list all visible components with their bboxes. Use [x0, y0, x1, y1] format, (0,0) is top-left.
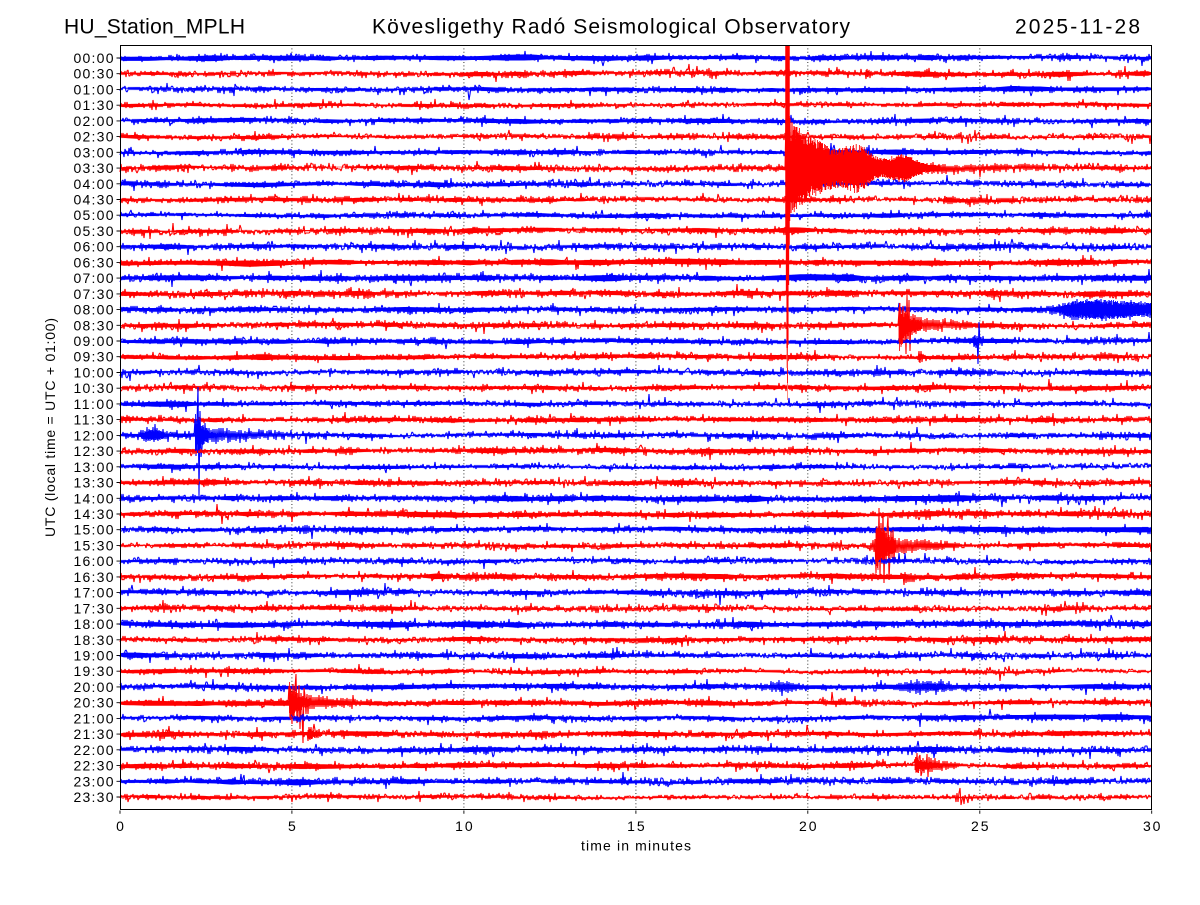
svg-text:11:30: 11:30	[74, 412, 114, 428]
svg-text:23:30: 23:30	[74, 789, 114, 805]
svg-text:09:00: 09:00	[74, 333, 114, 349]
svg-text:09:30: 09:30	[74, 349, 114, 365]
svg-text:01:00: 01:00	[74, 81, 114, 97]
svg-text:time in minutes: time in minutes	[581, 838, 691, 854]
svg-text:UTC (local time = UTC + 01:00): UTC (local time = UTC + 01:00)	[42, 318, 58, 537]
svg-text:06:00: 06:00	[74, 239, 114, 255]
svg-text:20:30: 20:30	[74, 695, 114, 711]
svg-text:10:00: 10:00	[74, 365, 114, 381]
svg-text:19:00: 19:00	[74, 648, 114, 664]
svg-text:14:00: 14:00	[74, 490, 114, 506]
svg-text:11:00: 11:00	[74, 396, 114, 412]
svg-text:03:00: 03:00	[74, 144, 114, 160]
svg-text:07:30: 07:30	[74, 286, 114, 302]
svg-text:16:30: 16:30	[74, 569, 114, 585]
svg-text:05:30: 05:30	[74, 223, 114, 239]
svg-text:02:00: 02:00	[74, 113, 114, 129]
svg-text:13:30: 13:30	[74, 475, 114, 491]
svg-text:04:30: 04:30	[74, 192, 114, 208]
svg-text:13:00: 13:00	[74, 459, 114, 475]
svg-text:04:00: 04:00	[74, 176, 114, 192]
svg-text:12:00: 12:00	[74, 427, 114, 443]
svg-text:20:00: 20:00	[74, 679, 114, 695]
svg-text:06:30: 06:30	[74, 254, 114, 270]
svg-text:20: 20	[799, 818, 817, 834]
svg-text:00:30: 00:30	[74, 66, 114, 82]
svg-text:10: 10	[455, 818, 473, 834]
svg-text:08:00: 08:00	[74, 302, 114, 318]
svg-text:05:00: 05:00	[74, 207, 114, 223]
svg-text:15:30: 15:30	[74, 537, 114, 553]
svg-text:17:30: 17:30	[74, 600, 114, 616]
svg-text:Kövesligethy Radó Seismologica: Kövesligethy Radó Seismological Observat…	[372, 16, 851, 39]
svg-text:0: 0	[116, 818, 124, 834]
svg-text:18:00: 18:00	[74, 616, 114, 632]
svg-text:15: 15	[627, 818, 645, 834]
svg-text:30: 30	[1143, 818, 1161, 834]
svg-text:02:30: 02:30	[74, 129, 114, 145]
svg-text:22:00: 22:00	[74, 742, 114, 758]
svg-text:08:30: 08:30	[74, 317, 114, 333]
svg-text:14:30: 14:30	[74, 506, 114, 522]
svg-text:19:30: 19:30	[74, 663, 114, 679]
svg-text:21:30: 21:30	[74, 726, 114, 742]
svg-text:10:30: 10:30	[74, 380, 114, 396]
svg-text:25: 25	[971, 818, 989, 834]
svg-text:23:00: 23:00	[74, 773, 114, 789]
svg-text:00:00: 00:00	[74, 50, 114, 66]
svg-text:22:30: 22:30	[74, 758, 114, 774]
svg-text:12:30: 12:30	[74, 443, 114, 459]
svg-text:01:30: 01:30	[74, 97, 114, 113]
svg-text:5: 5	[288, 818, 296, 834]
svg-text:15:00: 15:00	[74, 522, 114, 538]
svg-text:07:00: 07:00	[74, 270, 114, 286]
svg-text:18:30: 18:30	[74, 632, 114, 648]
svg-text:HU_Station_MPLH: HU_Station_MPLH	[64, 16, 245, 39]
svg-text:21:00: 21:00	[74, 710, 114, 726]
svg-text:16:00: 16:00	[74, 553, 114, 569]
svg-text:03:30: 03:30	[74, 160, 114, 176]
svg-text:17:00: 17:00	[74, 585, 114, 601]
